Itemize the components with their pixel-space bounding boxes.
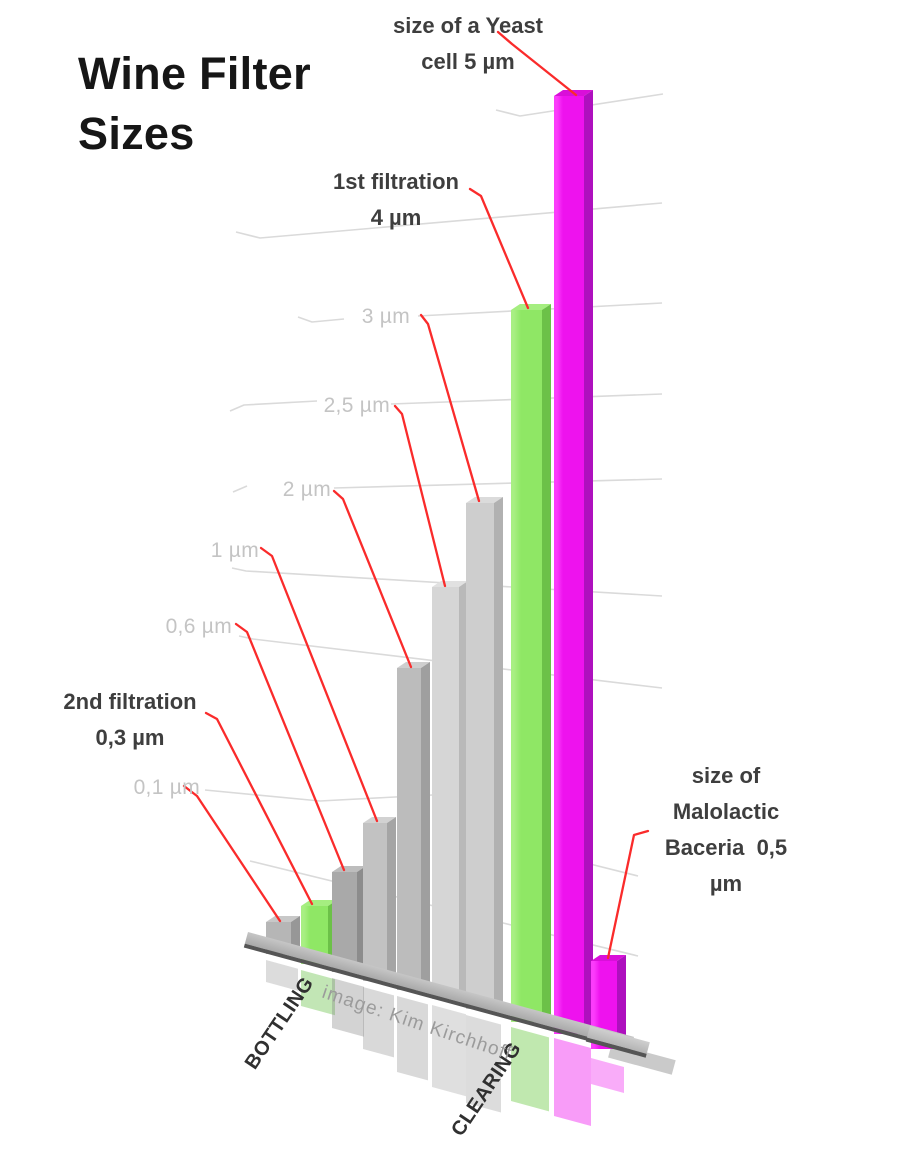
page-title-line2: Sizes xyxy=(78,108,195,159)
grid-label-0-6um: 0,6 µm xyxy=(165,615,232,638)
page-title: Wine Filter Sizes xyxy=(78,44,311,164)
annotation-malolactic-line3: Baceria 0,5 xyxy=(664,835,788,860)
annotation-2nd-filtration: 2nd filtration 0,3 µm xyxy=(40,684,220,756)
annotation-1st-filtration-line2: 4 µm xyxy=(370,205,422,230)
leader-0-6um xyxy=(234,622,346,872)
gridline-0-1um xyxy=(204,789,471,802)
leader-malolactic xyxy=(606,829,650,960)
annotation-malolactic: size of Malolactic Baceria 0,5 µm xyxy=(646,758,806,902)
annotation-1st-filtration-line1: 1st filtration xyxy=(333,169,459,194)
gridline-2um xyxy=(333,478,663,489)
grid-label-3um: 3 µm xyxy=(361,305,410,328)
annotation-malolactic-line2: Malolactic xyxy=(672,799,780,824)
leader-1st-filtration xyxy=(468,187,530,310)
page-title-line1: Wine Filter xyxy=(78,48,311,99)
leader-1um xyxy=(259,546,379,823)
annotation-yeast-line2: cell 5 µm xyxy=(421,49,515,74)
annotation-malolactic-line4: µm xyxy=(709,871,743,896)
leader-2-5um xyxy=(393,404,447,588)
annotation-2nd-filtration-line2: 0,3 µm xyxy=(95,725,165,750)
annotation-1st-filtration: 1st filtration 4 µm xyxy=(316,164,476,236)
gridline-2um-left xyxy=(232,485,248,493)
annotation-yeast: size of a Yeast cell 5 µm xyxy=(358,8,578,80)
reflection xyxy=(591,1058,624,1093)
grid-label-2-5um: 2,5 µm xyxy=(323,394,390,417)
grid-label-2um: 2 µm xyxy=(282,478,331,501)
annotation-2nd-filtration-line1: 2nd filtration xyxy=(63,689,197,714)
grid-label-0-1um: 0,1 µm xyxy=(133,776,200,799)
leader-0-1um xyxy=(182,784,282,923)
leader-2um xyxy=(332,489,413,669)
annotation-yeast-line1: size of a Yeast xyxy=(392,13,543,38)
leader-2nd-filtration xyxy=(204,711,314,906)
leader-3um xyxy=(419,313,481,503)
reflection xyxy=(554,1038,591,1127)
annotation-malolactic-line1: size of xyxy=(691,763,761,788)
grid-label-1um: 1 µm xyxy=(210,539,259,562)
